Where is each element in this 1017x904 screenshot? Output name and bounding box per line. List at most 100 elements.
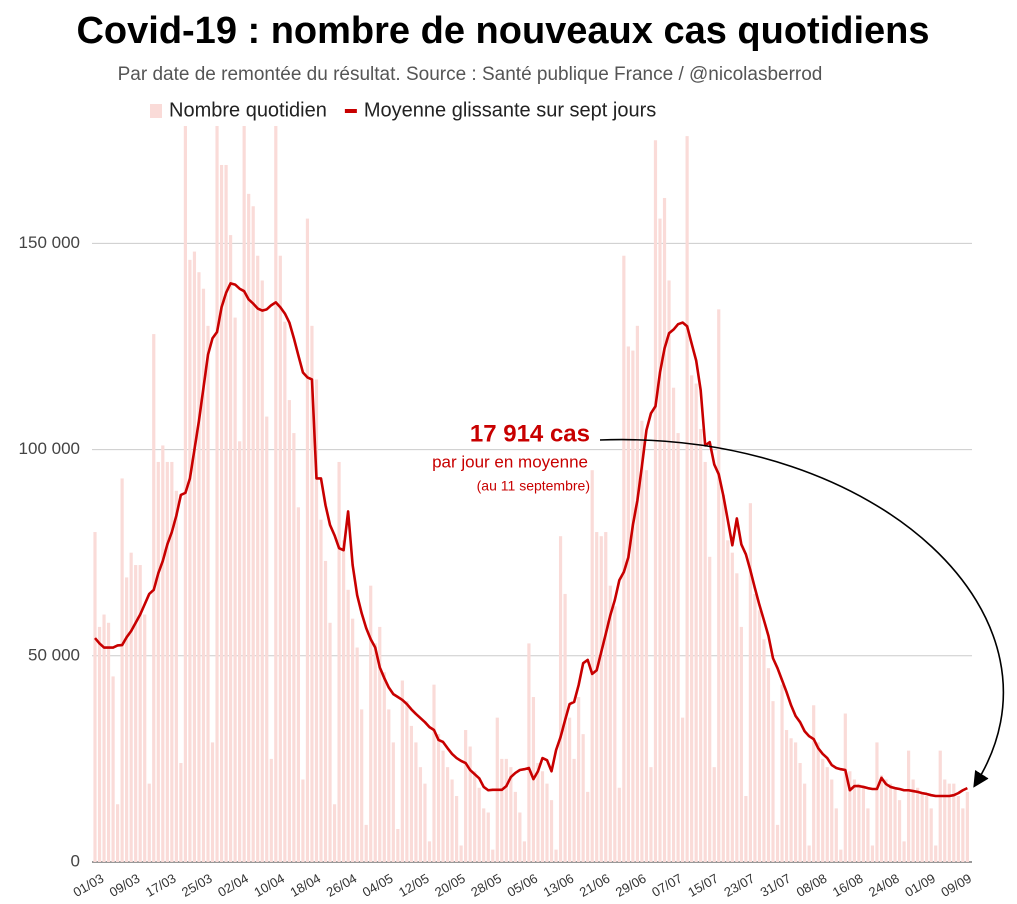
bar — [97, 626, 102, 862]
bar — [852, 779, 856, 862]
bar — [784, 730, 789, 862]
bar — [947, 783, 951, 862]
bar — [875, 742, 879, 862]
bar — [450, 779, 454, 862]
bar — [690, 375, 694, 862]
chart-subtitle: Par date de remontée du résultat. Source… — [118, 64, 823, 85]
bar — [938, 750, 942, 862]
bar — [414, 742, 418, 862]
bars — [93, 99, 969, 863]
legend-label: Nombre quotidien — [169, 99, 327, 121]
bar — [351, 618, 355, 862]
x-tick-label: 23/07 — [721, 871, 757, 900]
bar — [586, 791, 590, 862]
bar — [685, 136, 689, 863]
bar — [558, 536, 563, 862]
bar — [536, 763, 540, 862]
bar — [314, 379, 319, 862]
bar — [134, 565, 138, 862]
bar — [174, 490, 178, 862]
x-tick-label: 10/04 — [251, 871, 287, 900]
bar — [156, 461, 160, 862]
x-tick-label: 25/03 — [179, 871, 215, 900]
bar — [247, 193, 251, 862]
bar — [857, 783, 861, 862]
bar — [477, 787, 481, 862]
bar — [459, 845, 463, 862]
bar — [739, 626, 743, 862]
bar — [364, 824, 368, 862]
bar — [93, 532, 97, 862]
bar — [952, 783, 956, 862]
bar — [229, 235, 233, 862]
bar — [608, 585, 612, 862]
bar — [310, 325, 314, 862]
bar — [427, 841, 432, 862]
bar — [486, 812, 490, 862]
bar — [206, 325, 210, 862]
bar — [803, 783, 807, 862]
bar — [667, 280, 671, 862]
bar — [170, 461, 174, 862]
bar — [613, 606, 617, 862]
bar — [907, 750, 911, 862]
chart-title: Covid-19 : nombre de nouveaux cas quotid… — [76, 10, 929, 52]
y-tick-label: 50 000 — [28, 645, 80, 664]
x-tick-label: 05/06 — [504, 871, 540, 900]
y-tick-label: 100 000 — [19, 439, 80, 458]
bar — [563, 593, 567, 862]
bar — [617, 787, 621, 862]
x-tick-label: 01/09 — [902, 871, 938, 900]
bar — [337, 461, 341, 862]
annotation-date: (au 11 septembre) — [477, 478, 590, 494]
bar — [242, 99, 246, 862]
bar — [269, 758, 273, 862]
moving-average-line — [94, 282, 968, 798]
bar — [197, 272, 201, 862]
bar — [956, 796, 960, 862]
bar — [319, 519, 323, 862]
bar — [807, 845, 811, 862]
bar — [328, 622, 332, 862]
bar — [653, 140, 658, 863]
bar — [897, 800, 902, 862]
bar — [730, 552, 734, 862]
bar — [418, 767, 423, 862]
bar — [274, 99, 278, 862]
bar — [405, 701, 409, 862]
bar — [215, 119, 219, 862]
bar — [866, 808, 870, 862]
bar — [762, 639, 766, 862]
bar — [726, 540, 730, 862]
bar — [143, 614, 147, 862]
x-tick-label: 18/04 — [287, 871, 323, 900]
bar — [509, 767, 513, 862]
bar — [712, 767, 716, 862]
bar — [378, 626, 382, 862]
bar — [893, 787, 897, 862]
bar — [843, 713, 847, 862]
bar — [292, 433, 296, 862]
bar — [577, 697, 581, 862]
bar — [147, 783, 151, 862]
x-tick-label: 04/05 — [360, 871, 396, 900]
bar — [929, 808, 933, 862]
bar — [179, 763, 183, 862]
bar — [721, 494, 725, 862]
bar — [445, 767, 450, 862]
bar — [708, 556, 712, 862]
bar — [323, 560, 328, 862]
bar — [568, 717, 572, 862]
bar — [884, 779, 888, 862]
x-tick-label: 09/09 — [938, 871, 974, 900]
bar — [296, 507, 300, 862]
x-tick-label: 29/06 — [613, 871, 649, 900]
bar — [129, 552, 133, 862]
bar — [527, 643, 531, 862]
bar — [545, 783, 549, 862]
legend: Nombre quotidien Moyenne glissante sur se… — [150, 99, 656, 121]
bar — [332, 804, 337, 862]
bar — [120, 478, 124, 862]
legend-label: Moyenne glissante sur sept jours — [364, 99, 656, 121]
bar — [554, 849, 558, 862]
